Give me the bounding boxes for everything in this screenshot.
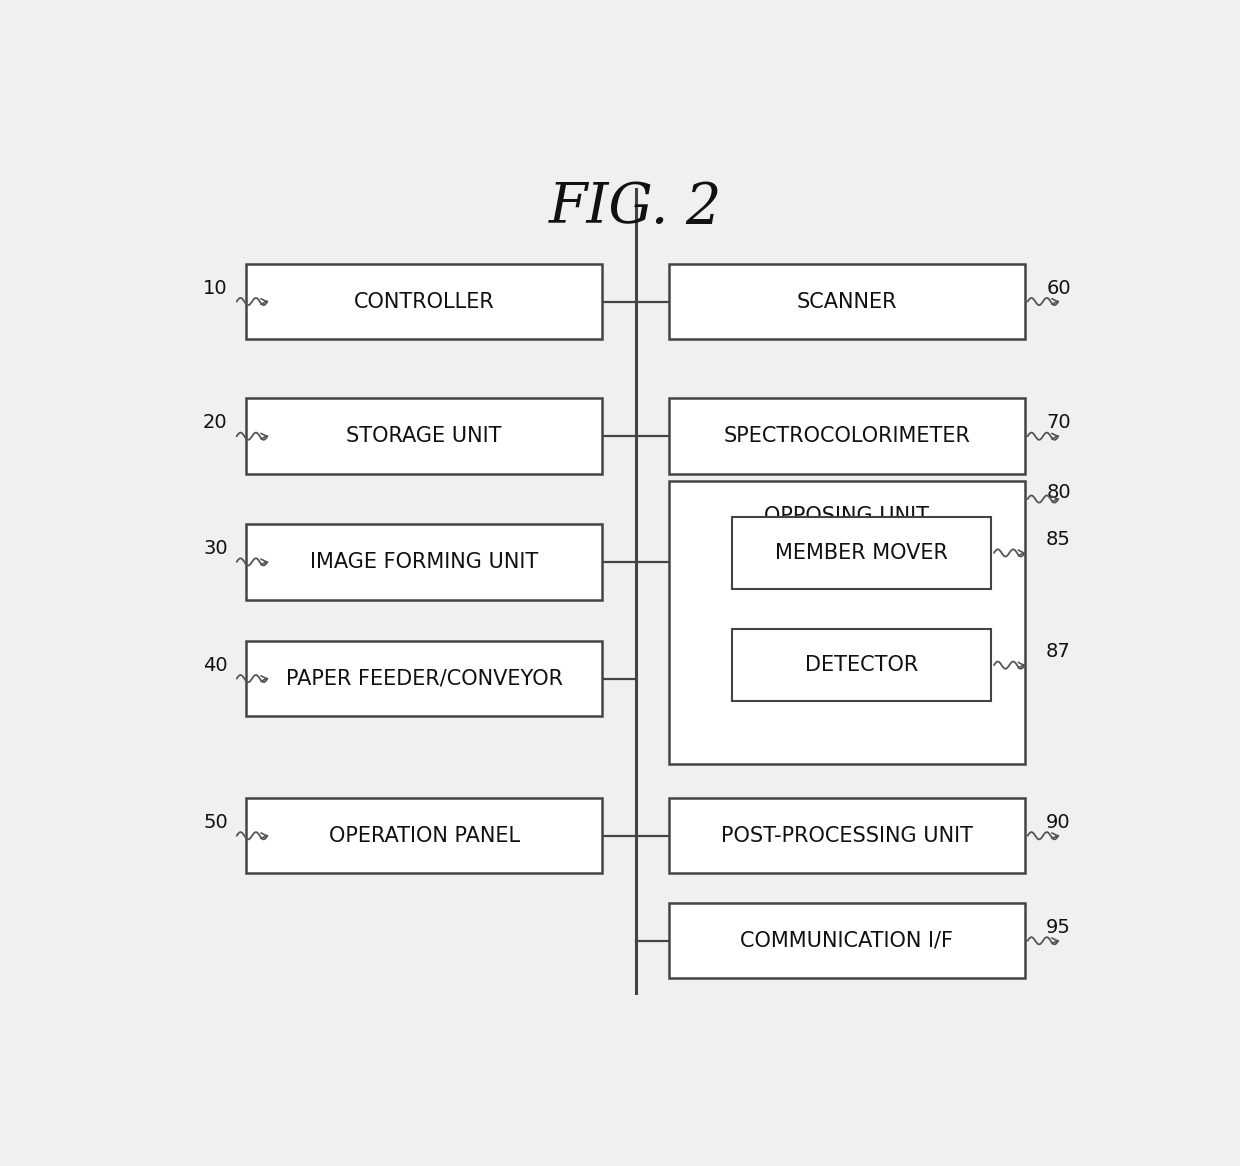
Text: FIG. 2: FIG. 2 — [549, 181, 722, 236]
Text: IMAGE FORMING UNIT: IMAGE FORMING UNIT — [310, 552, 538, 571]
Text: STORAGE UNIT: STORAGE UNIT — [346, 427, 502, 447]
Text: MEMBER MOVER: MEMBER MOVER — [775, 543, 947, 563]
Text: 50: 50 — [203, 813, 228, 831]
Text: SCANNER: SCANNER — [796, 292, 898, 311]
Text: COMMUNICATION I/F: COMMUNICATION I/F — [740, 930, 954, 950]
Text: 60: 60 — [1047, 279, 1071, 297]
Text: POST-PROCESSING UNIT: POST-PROCESSING UNIT — [720, 826, 973, 845]
Text: OPERATION PANEL: OPERATION PANEL — [329, 826, 520, 845]
Text: 80: 80 — [1047, 483, 1071, 503]
Text: DETECTOR: DETECTOR — [805, 655, 918, 675]
Bar — [247, 798, 601, 873]
Text: 95: 95 — [1047, 918, 1071, 936]
Bar — [732, 630, 991, 701]
Bar — [732, 517, 991, 589]
Text: 70: 70 — [1047, 413, 1071, 433]
Bar — [670, 798, 1024, 873]
Bar — [247, 525, 601, 599]
Bar — [670, 902, 1024, 978]
Text: OPPOSING UNIT: OPPOSING UNIT — [764, 506, 930, 526]
Bar — [670, 264, 1024, 339]
Text: CONTROLLER: CONTROLLER — [353, 292, 495, 311]
Bar — [670, 482, 1024, 764]
Bar — [670, 399, 1024, 473]
Bar — [247, 399, 601, 473]
Bar — [247, 264, 601, 339]
Text: 10: 10 — [203, 279, 228, 297]
Bar — [247, 641, 601, 716]
Text: PAPER FEEDER/CONVEYOR: PAPER FEEDER/CONVEYOR — [285, 668, 563, 689]
Text: 85: 85 — [1047, 531, 1071, 549]
Text: 30: 30 — [203, 539, 228, 557]
Text: 20: 20 — [203, 413, 228, 433]
Text: 90: 90 — [1047, 813, 1071, 831]
Text: 87: 87 — [1047, 642, 1071, 661]
Text: SPECTROCOLORIMETER: SPECTROCOLORIMETER — [723, 427, 971, 447]
Text: 40: 40 — [203, 655, 228, 675]
